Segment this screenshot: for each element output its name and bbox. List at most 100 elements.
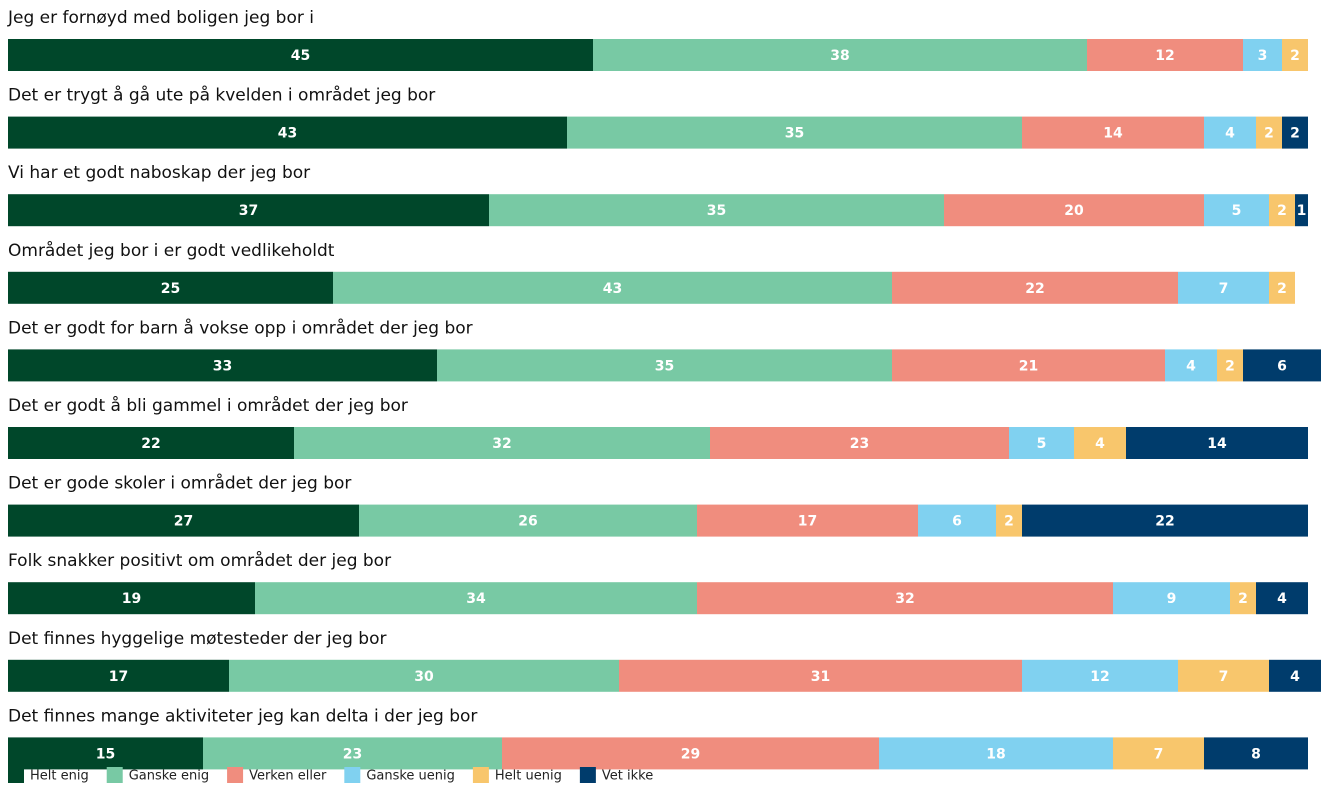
bar-segment: [1204, 737, 1308, 770]
value-label: 8: [1251, 746, 1261, 762]
category-label: Det er godt for barn å vokse opp i områd…: [8, 317, 473, 338]
value-label: 2: [1264, 126, 1274, 142]
bar-segment: [1269, 271, 1295, 304]
value-label: 35: [707, 203, 726, 219]
bar-segment: [8, 582, 255, 615]
value-label: 31: [811, 669, 830, 685]
value-label: 29: [681, 746, 700, 762]
value-label: 26: [518, 514, 537, 530]
bar-segment: [8, 194, 489, 227]
bar-segment: [203, 737, 502, 770]
value-label: 12: [1155, 48, 1174, 64]
category-label: Folk snakker positivt om området der jeg…: [8, 550, 391, 571]
value-label: 2: [1290, 48, 1300, 64]
value-label: 38: [830, 48, 849, 64]
value-label: 32: [895, 591, 914, 607]
value-label: 43: [278, 126, 297, 142]
bar-segment: [567, 116, 1022, 149]
value-label: 18: [986, 746, 1005, 762]
bar-segment: [944, 194, 1204, 227]
bar-segment: [710, 427, 1009, 459]
bar-segment: [294, 427, 710, 459]
value-label: 27: [174, 514, 193, 530]
value-label: 34: [466, 591, 486, 607]
value-label: 4: [1277, 591, 1287, 607]
bar-segment: [1269, 194, 1295, 227]
category-label: Vi har et godt naboskap der jeg bor: [8, 163, 310, 183]
value-label: 35: [785, 126, 804, 142]
value-label: 2: [1290, 126, 1300, 142]
value-label: 20: [1064, 203, 1084, 219]
bar-segment: [1178, 659, 1269, 692]
bar-segment: [996, 504, 1022, 537]
category-label: Det finnes hyggelige møtesteder der jeg …: [8, 629, 386, 649]
value-label: 25: [161, 281, 180, 297]
value-label: 3: [1258, 48, 1268, 64]
bar-segment: [1230, 582, 1256, 615]
value-label: 43: [603, 281, 622, 297]
bar-segment: [1022, 659, 1178, 692]
bar-segment: [697, 504, 918, 537]
bar-segment: [1087, 39, 1243, 71]
value-label: 30: [414, 669, 434, 685]
bar-segment: [1204, 116, 1256, 149]
bar-segment: [502, 737, 879, 770]
value-label: 7: [1219, 669, 1229, 685]
bar-segment: [8, 271, 333, 304]
value-label: 9: [1167, 591, 1177, 607]
bar-segment: [1074, 427, 1126, 459]
bar-segment: [892, 349, 1165, 382]
bar-segment: [489, 194, 944, 227]
bar-segment: [8, 659, 229, 692]
bar-segment: [8, 737, 203, 770]
bar-segment: [1269, 659, 1321, 692]
value-label: 4: [1290, 669, 1300, 685]
value-label: 35: [655, 358, 674, 374]
bar-segment: [593, 39, 1087, 71]
value-label: 2: [1277, 281, 1287, 297]
value-label: 2: [1004, 514, 1014, 530]
value-label: 6: [1277, 358, 1287, 374]
bar-segment: [697, 582, 1113, 615]
legend-swatch: [579, 767, 596, 783]
value-label: 7: [1219, 281, 1229, 297]
legend-label: Ganske uenig: [366, 769, 455, 784]
value-label: 6: [952, 514, 962, 530]
bar-segment: [1243, 39, 1282, 71]
bar-segment: [1178, 271, 1269, 304]
value-label: 37: [239, 203, 258, 219]
bar-segment: [1256, 116, 1282, 149]
bar-segment: [229, 659, 619, 692]
legend-label: Helt enig: [30, 769, 89, 784]
value-label: 22: [141, 436, 160, 452]
bar-segment: [1113, 737, 1204, 770]
bar-segment: [892, 271, 1178, 304]
category-label: Området jeg bor i er godt vedlikeholdt: [8, 240, 335, 261]
bar-segment: [1009, 427, 1074, 459]
value-label: 21: [1019, 358, 1038, 374]
bar-segment: [1165, 349, 1217, 382]
value-label: 45: [291, 48, 310, 64]
value-label: 22: [1155, 514, 1174, 530]
bar-segment: [1022, 504, 1308, 537]
category-label: Jeg er fornøyd med boligen jeg bor i: [7, 8, 314, 28]
value-label: 15: [96, 746, 115, 762]
category-label: Det er trygt å gå ute på kvelden i områd…: [8, 85, 435, 106]
value-label: 5: [1232, 203, 1242, 219]
value-label: 23: [343, 746, 362, 762]
bar-segment: [8, 39, 593, 71]
value-label: 4: [1186, 358, 1196, 374]
value-label: 5: [1037, 436, 1047, 452]
legend-swatch: [106, 767, 123, 783]
value-label: 14: [1103, 126, 1123, 142]
legend-label: Vet ikke: [602, 769, 653, 784]
bar-segment: [1217, 349, 1243, 382]
bar-segment: [1243, 349, 1321, 382]
bar-segment: [8, 116, 567, 149]
bar-segment: [1282, 39, 1308, 71]
bar-segment: [1295, 194, 1308, 227]
value-label: 2: [1225, 358, 1235, 374]
bar-segment: [437, 349, 892, 382]
category-label: Det er gode skoler i området der jeg bor: [8, 473, 351, 494]
legend-label: Verken eller: [249, 769, 327, 784]
